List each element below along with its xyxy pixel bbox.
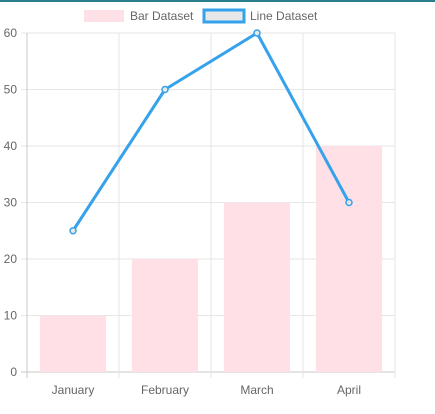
y-tick-label: 30 [4,196,18,210]
x-axis-ticks: January February March April [52,383,361,397]
bar-january [39,315,107,372]
window-top-border [0,0,435,2]
y-tick-label: 40 [4,139,18,153]
legend-item-line[interactable]: Line Dataset [202,8,318,24]
line-point-january [69,227,77,235]
y-tick-label: 0 [10,365,17,379]
legend-swatch-bar [84,10,124,22]
legend-item-bar[interactable]: Bar Dataset [84,9,194,23]
legend-label-line: Line Dataset [250,9,318,23]
line-point-march [253,29,261,37]
legend-label-bar: Bar Dataset [130,9,194,23]
x-tick-label: March [240,383,273,397]
bar-march [223,202,291,372]
bar-series [39,146,383,372]
y-tick-label: 10 [4,309,18,323]
x-tick-label: January [52,383,95,397]
x-tick-label: February [141,383,189,397]
line-series [69,29,353,235]
x-tick-label: April [337,383,361,397]
line-point-april [345,198,353,207]
y-tick-label: 50 [4,83,18,97]
line-point-february [161,85,169,94]
line-path [71,31,351,232]
bar-april [315,146,383,372]
y-axis-ticks: 0 10 20 30 40 50 60 [4,26,18,379]
bar-february [131,259,199,372]
legend-swatch-line [202,8,246,24]
legend: Bar Dataset Line Dataset [84,8,318,24]
y-tick-label: 60 [4,26,18,40]
y-tick-label: 20 [4,252,18,266]
